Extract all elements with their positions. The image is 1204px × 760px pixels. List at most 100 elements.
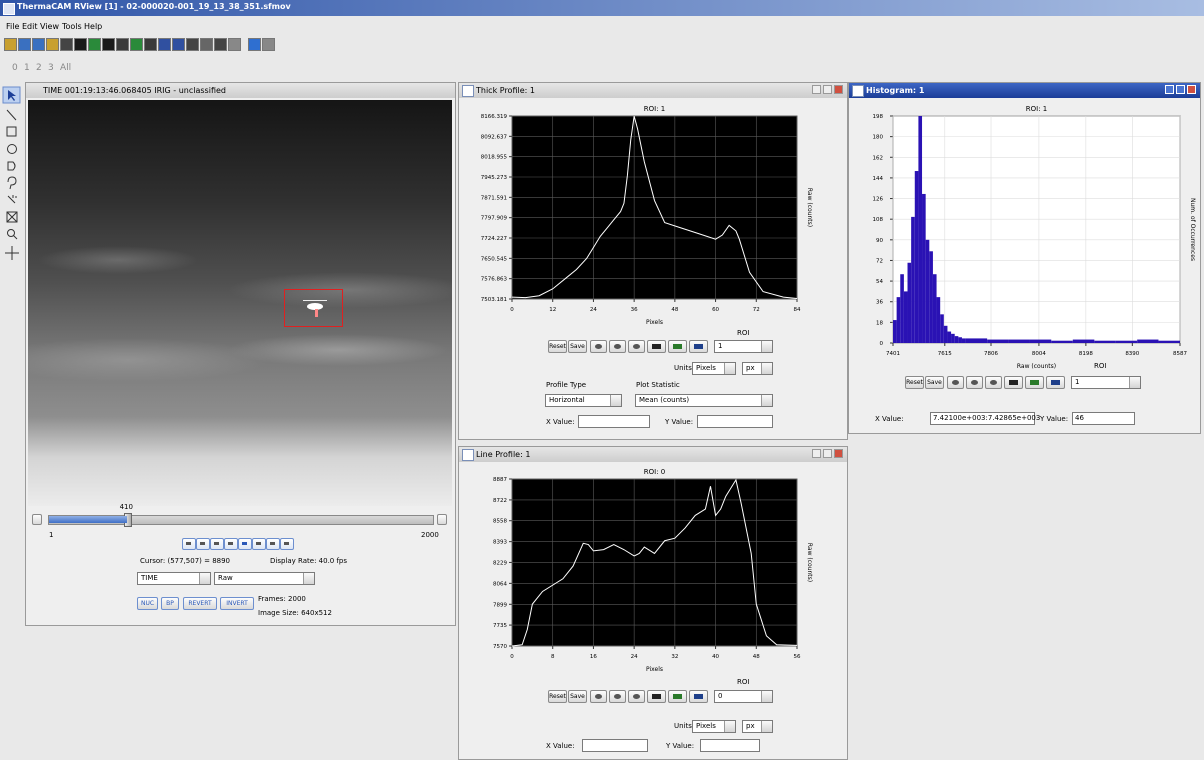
playback-button[interactable] bbox=[238, 538, 252, 550]
tool-wand[interactable] bbox=[7, 195, 17, 204]
chart-tool-button[interactable] bbox=[966, 376, 983, 389]
roi-select[interactable]: 1 bbox=[714, 340, 773, 353]
frame-tab[interactable]: 2 bbox=[36, 63, 42, 73]
playback-button[interactable] bbox=[182, 538, 196, 550]
playback-button[interactable] bbox=[266, 538, 280, 550]
window-max-button[interactable] bbox=[823, 85, 832, 94]
invert-button[interactable]: INVERT bbox=[220, 597, 254, 610]
chart-tool-button[interactable] bbox=[1025, 376, 1044, 389]
y-value-field[interactable]: 46 bbox=[1072, 412, 1135, 425]
toolbar-button[interactable] bbox=[116, 38, 129, 51]
slider-left[interactable] bbox=[32, 514, 42, 525]
toolbar-button[interactable] bbox=[144, 38, 157, 51]
chart-tool-button[interactable] bbox=[609, 690, 626, 703]
slider-track[interactable] bbox=[48, 515, 434, 525]
save-button[interactable]: Save bbox=[925, 376, 944, 389]
toolbar-button[interactable] bbox=[60, 38, 73, 51]
data-mode-select[interactable]: Raw bbox=[214, 572, 315, 585]
units-select[interactable]: Pixels bbox=[692, 362, 736, 375]
save-button[interactable]: Save bbox=[568, 340, 587, 353]
tool-freehand[interactable] bbox=[7, 176, 17, 190]
menu-item[interactable]: File bbox=[6, 22, 20, 31]
toolbar-button[interactable] bbox=[32, 38, 45, 51]
x-value-field[interactable] bbox=[582, 739, 648, 752]
chart-tool-button[interactable] bbox=[668, 690, 687, 703]
roi-select[interactable]: 0 bbox=[714, 690, 773, 703]
menu-item[interactable]: Help bbox=[84, 22, 103, 31]
chart-tool-button[interactable] bbox=[985, 376, 1002, 389]
tool-rect[interactable] bbox=[6, 126, 17, 137]
window-max-button[interactable] bbox=[823, 449, 832, 458]
chart-tool-button[interactable] bbox=[628, 340, 645, 353]
revert-button[interactable]: REVERT bbox=[183, 597, 217, 610]
reset-button[interactable]: Reset bbox=[905, 376, 924, 389]
unit-abbr-select[interactable]: px bbox=[742, 720, 773, 733]
tool-zoom-box[interactable] bbox=[6, 211, 18, 223]
toolbar-button[interactable] bbox=[172, 38, 185, 51]
time-mode-select[interactable]: TIME bbox=[137, 572, 211, 585]
tool-polygon[interactable] bbox=[7, 161, 16, 171]
toolbar-button[interactable] bbox=[248, 38, 261, 51]
chart-tool-button[interactable] bbox=[609, 340, 626, 353]
slider-right[interactable] bbox=[437, 514, 447, 525]
frame-tab[interactable]: 0 bbox=[12, 63, 18, 73]
menu-item[interactable]: View bbox=[40, 22, 59, 31]
chart-tool-button[interactable] bbox=[647, 690, 666, 703]
toolbar-button[interactable] bbox=[4, 38, 17, 51]
toolbar-button[interactable] bbox=[158, 38, 171, 51]
nuc-button[interactable]: NUC bbox=[137, 597, 158, 610]
chart-tool-button[interactable] bbox=[689, 340, 708, 353]
toolbar-button[interactable] bbox=[200, 38, 213, 51]
playback-button[interactable] bbox=[280, 538, 294, 550]
toolbar-button[interactable] bbox=[46, 38, 59, 51]
toolbar-button[interactable] bbox=[74, 38, 87, 51]
frame-tab[interactable]: 3 bbox=[48, 63, 54, 73]
reset-button[interactable]: Reset bbox=[548, 340, 567, 353]
toolbar-button[interactable] bbox=[88, 38, 101, 51]
chart-tool-button[interactable] bbox=[947, 376, 964, 389]
profile-type-select[interactable]: Horizontal bbox=[545, 394, 622, 407]
window-close-button[interactable] bbox=[834, 449, 843, 458]
roi-select[interactable]: 1 bbox=[1071, 376, 1141, 389]
playback-button[interactable] bbox=[210, 538, 224, 550]
window-close-button[interactable] bbox=[1187, 85, 1196, 94]
menu-item[interactable]: Tools bbox=[62, 22, 82, 31]
tool-line[interactable] bbox=[6, 109, 17, 121]
chart-tool-button[interactable] bbox=[590, 690, 607, 703]
chart-tool-button[interactable] bbox=[668, 340, 687, 353]
toolbar-button[interactable] bbox=[214, 38, 227, 51]
window-min-button[interactable] bbox=[1165, 85, 1174, 94]
menu-item[interactable]: Edit bbox=[22, 22, 38, 31]
playback-button[interactable] bbox=[252, 538, 266, 550]
plot-statistic-select[interactable]: Mean (counts) bbox=[635, 394, 773, 407]
toolbar-button[interactable] bbox=[18, 38, 31, 51]
toolbar-button[interactable] bbox=[228, 38, 241, 51]
toolbar-button[interactable] bbox=[186, 38, 199, 51]
toolbar-button[interactable] bbox=[130, 38, 143, 51]
tool-pan[interactable] bbox=[5, 246, 19, 260]
tool-ellipse[interactable] bbox=[7, 144, 17, 154]
chart-tool-button[interactable] bbox=[1046, 376, 1065, 389]
tool-zoom[interactable] bbox=[7, 229, 15, 237]
reset-button[interactable]: Reset bbox=[548, 690, 567, 703]
y-value-field[interactable] bbox=[700, 739, 760, 752]
y-value-field[interactable] bbox=[697, 415, 773, 428]
window-min-button[interactable] bbox=[812, 449, 821, 458]
frame-tab[interactable]: All bbox=[60, 63, 72, 73]
chart-tool-button[interactable] bbox=[1004, 376, 1023, 389]
x-value-field[interactable] bbox=[578, 415, 650, 428]
window-max-button[interactable] bbox=[1176, 85, 1185, 94]
toolbar-button[interactable] bbox=[262, 38, 275, 51]
playback-button[interactable] bbox=[196, 538, 210, 550]
window-close-button[interactable] bbox=[834, 85, 843, 94]
x-value-field[interactable]: 7.42100e+003:7.42865e+003 bbox=[930, 412, 1040, 425]
save-button[interactable]: Save bbox=[568, 690, 587, 703]
bp-button[interactable]: BP bbox=[161, 597, 179, 610]
chart-tool-button[interactable] bbox=[628, 690, 645, 703]
unit-abbr-select[interactable]: px bbox=[742, 362, 773, 375]
chart-tool-button[interactable] bbox=[590, 340, 607, 353]
playback-button[interactable] bbox=[224, 538, 238, 550]
chart-tool-button[interactable] bbox=[647, 340, 666, 353]
chart-tool-button[interactable] bbox=[689, 690, 708, 703]
units-select[interactable]: Pixels bbox=[692, 720, 736, 733]
